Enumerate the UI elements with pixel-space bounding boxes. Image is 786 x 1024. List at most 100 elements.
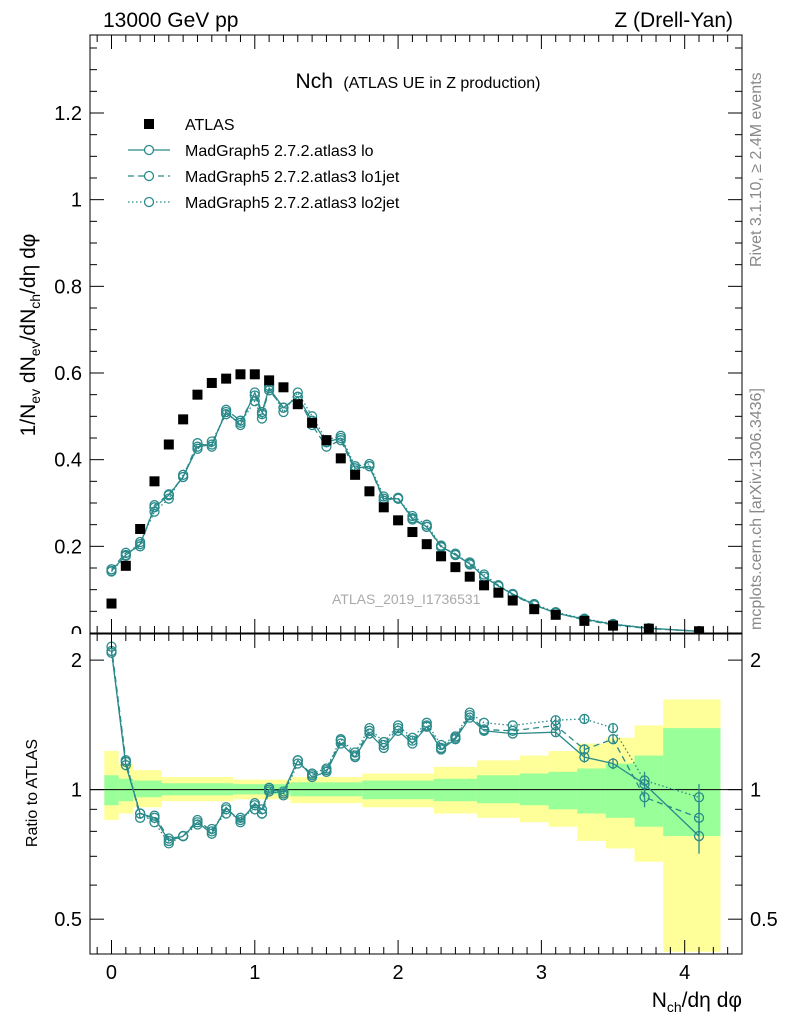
mc-marker-dotted: [149, 506, 160, 517]
ratio-marker-dotted: [378, 736, 389, 748]
data-point: [364, 486, 375, 497]
mcplots-label: mcplots.cern.ch [arXiv:1306.3436]: [748, 388, 765, 630]
ratio-xtick-label: 4: [679, 962, 690, 984]
header-process: Z (Drell-Yan): [614, 9, 733, 32]
data-point: [479, 580, 490, 591]
ratio-ytick-label-right: 1: [750, 780, 761, 802]
mc-line-dashed: [111, 388, 700, 632]
mc-marker-dotted: [435, 540, 447, 551]
legend-label: ATLAS: [185, 117, 235, 134]
ratio-marker-dashed: [135, 812, 146, 823]
ratio-marker-dashed: [639, 792, 650, 803]
rivet-label: Rivet 3.1.10, ≥ 2.4M events: [748, 72, 765, 267]
data-point: [450, 562, 461, 573]
mc-marker-dotted: [106, 566, 117, 577]
ratio-marker-dashed: [579, 744, 590, 755]
ratio-line-solid: [110, 650, 700, 842]
mc-marker-dashed: [220, 404, 232, 415]
ratio-marker-dotted: [335, 734, 346, 745]
ratio-marker-dotted: [693, 792, 705, 803]
ratio-ytick-label: 2: [71, 650, 82, 672]
data-point: [421, 539, 432, 550]
data-point: [350, 469, 361, 480]
main-ytick-label: 1: [71, 190, 82, 212]
main-ytick-label: 1.2: [54, 103, 82, 125]
ratio-marker-dotted: [349, 747, 361, 758]
ratio-marker-dotted: [392, 720, 404, 731]
data-point: [507, 595, 518, 606]
ratio-marker-dotted: [450, 731, 461, 742]
data-point: [206, 377, 217, 388]
data-point: [163, 439, 174, 450]
mc-marker-dashed: [335, 435, 346, 446]
ratio-marker-dotted: [321, 763, 332, 774]
data-point: [321, 435, 332, 446]
mc-marker-dotted: [206, 436, 217, 447]
ratio-line-dotted: [110, 652, 700, 845]
legend: ATLAS MadGraph5 2.7.2.atlas3 lo MadGraph5 …: [128, 117, 400, 212]
ratio-marker-dotted: [364, 722, 375, 734]
ratio-marker-dotted: [435, 739, 447, 751]
data-point: [493, 587, 504, 598]
ratio-marker-dotted: [421, 717, 432, 728]
ratio-marker-dotted: [478, 717, 490, 728]
ratio-marker-solid: [507, 728, 518, 739]
data-point: [335, 453, 346, 464]
main-axes: 0.2 0.4 0.6 0.8 1 1.2 0: [54, 35, 743, 634]
data-point: [192, 389, 203, 400]
ratio-marker-dotted: [149, 817, 160, 828]
mc-marker-dotted: [220, 409, 232, 420]
ratio-marker-dashed: [263, 786, 275, 797]
data-point: [135, 524, 146, 534]
uncertainty-band-inner: [104, 775, 119, 806]
ratio-marker-dotted: [256, 808, 268, 819]
mc-marker-dotted: [120, 550, 131, 562]
ratio-marker-dotted: [135, 808, 146, 819]
ratio-marker-dashed: [507, 725, 518, 736]
data-point: [178, 414, 189, 425]
uncertainty-band-inner: [548, 771, 578, 810]
data-point: [529, 604, 540, 615]
ratio-marker-dotted: [278, 790, 289, 801]
ratio-xtick-label: 0: [106, 962, 117, 984]
data-point: [120, 560, 131, 571]
mc-marker-dashed: [192, 438, 203, 449]
data-point: [149, 476, 160, 487]
ratio-marker-dotted: [192, 819, 203, 830]
data-point: [464, 571, 475, 582]
ratio-marker-dotted: [220, 808, 232, 819]
mc-marker-dotted: [407, 510, 418, 522]
ratio-frame: [89, 633, 743, 955]
uncertainty-band-inner: [634, 755, 664, 827]
mc-marker-dotted: [256, 413, 268, 424]
ratio-marker-dotted: [106, 647, 117, 658]
main-ytick-label: 0.6: [54, 363, 82, 385]
data-point: [106, 598, 117, 609]
mc-marker-dotted: [478, 569, 490, 580]
mc-marker-dotted: [249, 396, 260, 407]
data-point: [292, 399, 303, 410]
ratio-marker-dashed: [364, 725, 375, 736]
ratio-xlabel: Nch/dη dφ: [652, 989, 742, 1015]
mc-marker-dashed: [120, 547, 131, 558]
ratio-marker-dotted: [235, 812, 246, 823]
data-point: [579, 615, 590, 626]
ratio-marker-dashed: [149, 810, 160, 821]
mc-marker-dashed: [249, 390, 260, 401]
ratio-marker-solid: [407, 738, 418, 749]
data-point: [249, 369, 260, 380]
ratio-marker-solid: [364, 728, 375, 739]
ratio-marker-dotted: [263, 782, 275, 793]
data-point: [235, 369, 246, 380]
legend-marker-solid: [143, 144, 155, 156]
ratio-marker-dashed: [163, 833, 174, 844]
mc-marker-dotted: [421, 519, 432, 530]
analysis-watermark: ATLAS_2019_I1736531: [332, 591, 481, 607]
ratio-marker-dotted: [306, 768, 318, 779]
ratio-bands: [90, 699, 742, 952]
data-point: [608, 620, 619, 631]
main-series-layer: [106, 369, 705, 633]
ratio-marker-solid: [607, 758, 619, 769]
ratio-marker-dashed: [607, 734, 619, 745]
